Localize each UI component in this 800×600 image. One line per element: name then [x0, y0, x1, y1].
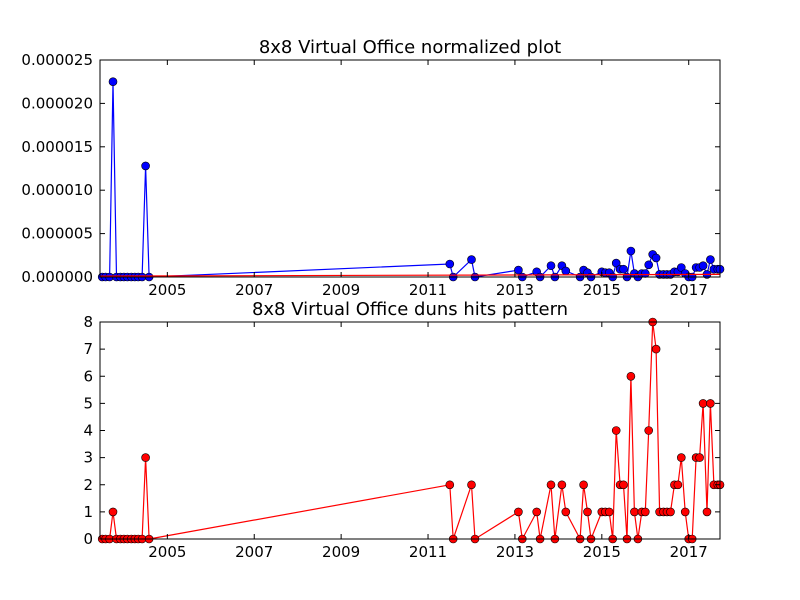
duns-hits-x-tick-label: 2015	[583, 543, 621, 561]
normalized-plot-area	[100, 60, 720, 277]
duns-hits-y-tick-label: 4	[83, 422, 93, 440]
duns-hits-data-point	[141, 453, 150, 462]
normalized-data-point	[141, 161, 150, 171]
normalized-y-tick-label: 0.000010	[21, 181, 93, 199]
normalized-x-tick-label: 2007	[235, 281, 273, 299]
duns-hits-data-point	[557, 480, 567, 490]
normalized-x-tick-label: 2011	[409, 281, 447, 299]
normalized-data-point	[644, 260, 654, 270]
duns-hits-data-point	[651, 344, 661, 354]
duns-hits-data-point	[445, 480, 455, 490]
duns-hits-data-point	[467, 480, 476, 490]
duns-hits-data-point	[676, 453, 686, 462]
normalized-y-tick-label: 0.000000	[21, 268, 93, 286]
normalized-data-point	[640, 269, 650, 278]
duns-hits-data-point	[698, 399, 708, 408]
duns-hits-x-tick-label: 2011	[409, 543, 447, 561]
duns-hits-x-tick-label: 2013	[496, 543, 534, 561]
duns-hits-data-point	[604, 507, 614, 517]
duns-hits-x-tick-label: 2009	[322, 543, 360, 561]
normalized-x-tick-label: 2009	[322, 281, 360, 299]
duns-hits-x-tick-label: 2005	[148, 543, 186, 561]
normalized-data-point	[445, 259, 455, 269]
duns-hits-y-tick-label: 8	[83, 313, 93, 331]
duns-hits-data-point	[702, 507, 712, 517]
duns-hits-data-point	[532, 507, 542, 517]
duns-hits-y-tick-label: 0	[83, 530, 93, 548]
normalized-data-point	[561, 266, 571, 276]
duns-hits-plot-ticks: 2005 2007 2009 2011 2013 2015 2017 0 1 2 3 4 5 6 7 8	[83, 313, 720, 561]
normalized-data-point	[706, 255, 715, 264]
duns-hits-data-point	[546, 480, 556, 490]
duns-hits-plot: 8x8 Virtual Office duns hits pattern 200…	[83, 299, 725, 561]
duns-hits-data-point	[619, 480, 628, 490]
normalized-plot-title: 8x8 Virtual Office normalized plot	[259, 37, 561, 58]
duns-hits-data-point	[561, 507, 571, 517]
normalized-data-point	[626, 246, 636, 256]
duns-hits-data-point	[108, 507, 118, 517]
duns-hits-data-point	[611, 426, 621, 435]
duns-hits-data-point	[673, 480, 683, 490]
duns-hits-x-tick-label: 2007	[235, 543, 273, 561]
normalized-plot-ticks: 2005 2007 2009 2011 2013 2015 2017 0.000000 0.00…	[21, 51, 720, 299]
duns-hits-plot-frame	[99, 321, 721, 540]
duns-hits-y-tick-label: 1	[83, 503, 93, 521]
normalized-data-point	[514, 265, 523, 275]
normalized-data-point	[467, 255, 476, 264]
normalized-x-tick-label: 2013	[496, 281, 534, 299]
normalized-y-tick-label: 0.000005	[21, 225, 93, 243]
normalized-data-point	[651, 253, 661, 263]
normalized-y-tick-label: 0.000015	[21, 138, 93, 156]
duns-hits-data-point	[583, 507, 592, 517]
normalized-x-tick-label: 2005	[148, 281, 186, 299]
normalized-data-point	[611, 258, 621, 268]
normalized-y-tick-label: 0.000025	[21, 51, 93, 69]
duns-hits-data-point	[514, 507, 523, 517]
normalized-plot: 8x8 Virtual Office normalized plot 2005 2…	[21, 37, 725, 299]
duns-hits-y-tick-label: 3	[83, 449, 93, 467]
normalized-data-point	[676, 263, 686, 272]
duns-hits-data-point	[626, 371, 636, 381]
duns-hits-data-point	[706, 399, 715, 408]
normalized-x-tick-label: 2015	[583, 281, 621, 299]
duns-hits-data-point	[680, 507, 690, 517]
normalized-data-point	[108, 77, 118, 86]
normalized-series-line-1	[99, 273, 721, 277]
duns-hits-y-tick-label: 7	[83, 340, 93, 358]
duns-hits-plot-title: 8x8 Virtual Office duns hits pattern	[252, 299, 568, 320]
normalized-x-tick-label: 2017	[670, 281, 708, 299]
duns-hits-data-point	[640, 507, 650, 517]
duns-hits-plot-area	[100, 322, 720, 539]
duns-hits-y-tick-label: 5	[83, 394, 93, 412]
normalized-data-point	[546, 261, 556, 271]
duns-hits-x-tick-label: 2017	[670, 543, 708, 561]
duns-hits-data-point	[666, 507, 675, 517]
normalized-plot-frame	[99, 59, 721, 278]
duns-hits-data-point	[630, 507, 639, 517]
normalized-data-point	[698, 261, 708, 271]
duns-hits-data-point	[579, 480, 588, 490]
normalized-data-point	[619, 264, 628, 274]
normalized-y-tick-label: 0.000020	[21, 94, 93, 112]
duns-hits-data-point	[644, 426, 654, 435]
duns-hits-data-point	[695, 453, 704, 462]
duns-hits-y-tick-label: 6	[83, 367, 93, 385]
duns-hits-y-tick-label: 2	[83, 476, 93, 494]
